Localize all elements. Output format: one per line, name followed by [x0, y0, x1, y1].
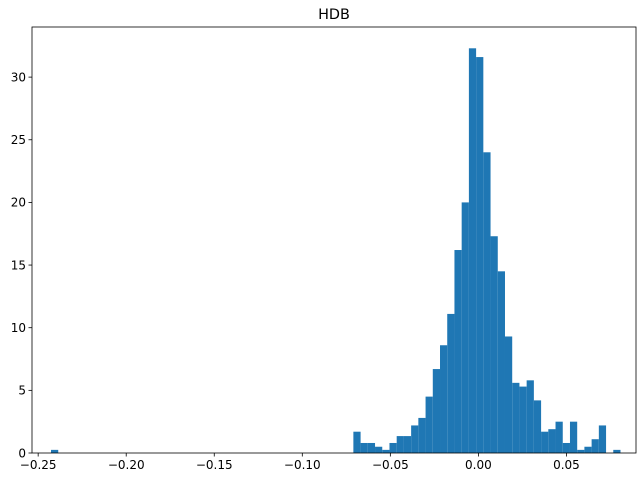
histogram-bar-28	[548, 429, 556, 453]
y-tick-label: 15	[11, 258, 26, 272]
y-tick-label: 5	[18, 384, 26, 398]
x-tick-label: −0.10	[284, 458, 321, 472]
x-tick-label: −0.25	[20, 458, 57, 472]
histogram-bar-30	[562, 442, 570, 453]
histogram-bar-18	[476, 57, 484, 453]
histogram-bar-0	[51, 449, 59, 453]
histogram-bar-11	[425, 396, 433, 453]
histogram-bar-10	[418, 417, 426, 453]
histogram-bar-23	[512, 382, 520, 453]
histogram-bar-25	[526, 380, 534, 453]
histogram-bar-22	[504, 336, 513, 453]
histogram-bar-19	[483, 152, 491, 454]
chart-title: HDB	[318, 7, 350, 23]
histogram-bar-29	[555, 421, 563, 453]
histogram-bar-21	[497, 271, 505, 453]
histogram-bar-4	[375, 446, 383, 453]
x-tick-label: 0.05	[553, 458, 580, 472]
histogram-bar-33	[584, 446, 592, 453]
histogram-bar-17	[468, 48, 477, 454]
plot-frame	[31, 26, 637, 454]
histogram-bar-8	[403, 436, 412, 453]
histogram-bar-3	[367, 442, 376, 453]
histogram-bar-14	[447, 313, 455, 453]
x-tick-label: −0.05	[372, 458, 409, 472]
y-tick-label: 0	[18, 446, 26, 460]
histogram-bar-5	[382, 449, 390, 453]
y-tick-label: 20	[11, 196, 26, 210]
y-tick-label: 10	[11, 321, 26, 335]
histogram-bar-35	[598, 425, 607, 453]
histogram-bar-6	[389, 442, 397, 453]
x-axis: −0.25 −0.20 −0.15 −0.10 −0.05 0.00 0.05	[20, 453, 580, 472]
histogram-bar-34	[591, 439, 599, 453]
histogram-bar-7	[396, 436, 404, 453]
histogram-bar-31	[569, 421, 578, 453]
histogram-bars	[51, 48, 621, 454]
histogram-bar-16	[461, 202, 469, 453]
y-tick-label: 30	[11, 70, 26, 84]
histogram-bar-24	[519, 386, 527, 453]
histogram-bar-15	[454, 250, 462, 453]
histogram-bar-1	[353, 431, 361, 453]
histogram-bar-13	[440, 345, 448, 453]
histogram-bar-36	[613, 449, 621, 453]
y-axis: 0 5 10 15 20 25 30	[11, 70, 32, 460]
histogram-bar-32	[577, 449, 585, 453]
histogram-bar-9	[411, 425, 419, 453]
y-tick-label: 25	[11, 133, 26, 147]
histogram-bar-26	[533, 400, 542, 453]
histogram-bar-27	[541, 431, 549, 453]
histogram-bar-2	[360, 442, 368, 453]
x-tick-label: −0.20	[108, 458, 145, 472]
x-tick-label: 0.00	[465, 458, 492, 472]
histogram-bar-20	[490, 236, 498, 453]
x-tick-label: −0.15	[196, 458, 233, 472]
histogram-bar-12	[432, 369, 441, 453]
